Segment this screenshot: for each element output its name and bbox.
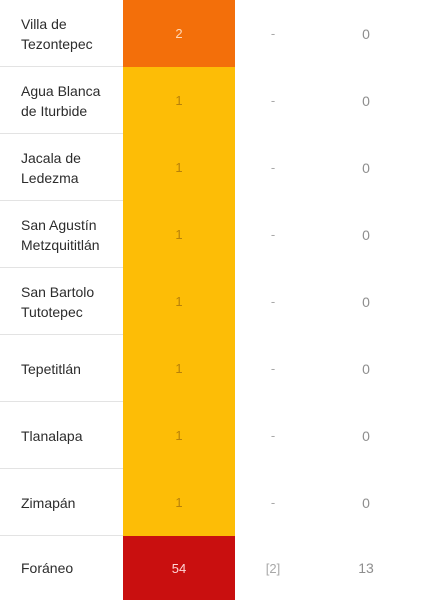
municipality-name: San Agustín Metzquititlán	[21, 216, 100, 253]
row-divider	[0, 401, 123, 402]
table-row: Tepetitlán 1 - 0	[0, 335, 427, 402]
municipality-name: San Bartolo Tutotepec	[21, 283, 95, 320]
secondary-value-cell: -	[270, 93, 276, 108]
secondary-value-cell: -	[270, 227, 276, 242]
table-row: Tlanalapa 1 - 0	[0, 402, 427, 469]
third-value-cell: 0	[362, 427, 370, 444]
case-count-cell: 1	[123, 268, 235, 335]
municipality-name: Jacala de Ledezma	[21, 149, 81, 186]
case-count-cell: 1	[123, 67, 235, 134]
secondary-value-cell: -	[270, 160, 276, 175]
row-divider	[0, 66, 123, 67]
third-value-cell: 0	[362, 159, 370, 176]
municipality-name: Villa de Tezontepec	[21, 15, 93, 52]
municipality-name: Tepetitlán	[21, 360, 81, 377]
row-divider	[0, 468, 123, 469]
case-count-cell: 54	[123, 536, 235, 600]
case-count-cell: 2	[123, 0, 235, 67]
third-value-cell: 0	[362, 92, 370, 109]
table-row: Zimapán 1 - 0	[0, 469, 427, 536]
table-row: Villa de Tezontepec 2 - 0	[0, 0, 427, 67]
municipality-name: Foráneo	[21, 560, 74, 576]
case-count-cell: 1	[123, 134, 235, 201]
row-divider	[0, 267, 123, 268]
third-value-cell: 0	[362, 25, 370, 42]
row-divider	[0, 200, 123, 201]
third-value-cell: 0	[362, 494, 370, 511]
row-divider	[0, 334, 123, 335]
municipality-name: Tlanalapa	[21, 427, 83, 444]
secondary-value-cell: -	[270, 428, 276, 443]
table-row: Jacala de Ledezma 1 - 0	[0, 134, 427, 201]
case-count-cell: 1	[123, 201, 235, 268]
secondary-value-cell: -	[270, 294, 276, 309]
secondary-value-cell: -	[270, 361, 276, 376]
municipality-name: Agua Blanca de Iturbide	[21, 82, 101, 119]
case-count-cell: 1	[123, 402, 235, 469]
table-row: Foráneo 54 [2] 13	[0, 536, 427, 600]
secondary-value-cell: -	[270, 26, 276, 41]
municipality-name: Zimapán	[21, 494, 76, 511]
third-value-cell: 0	[362, 293, 370, 310]
third-value-cell: 0	[362, 226, 370, 243]
table-row: San Agustín Metzquititlán 1 - 0	[0, 201, 427, 268]
table-row: Agua Blanca de Iturbide 1 - 0	[0, 67, 427, 134]
row-divider	[0, 133, 123, 134]
third-value-cell: 13	[358, 560, 374, 576]
third-value-cell: 0	[362, 360, 370, 377]
secondary-value-cell: -	[270, 495, 276, 510]
case-count-cell: 1	[123, 335, 235, 402]
case-count-cell: 1	[123, 469, 235, 536]
secondary-value-cell: [2]	[265, 560, 281, 576]
row-divider	[0, 535, 123, 536]
table-row: San Bartolo Tutotepec 1 - 0	[0, 268, 427, 335]
